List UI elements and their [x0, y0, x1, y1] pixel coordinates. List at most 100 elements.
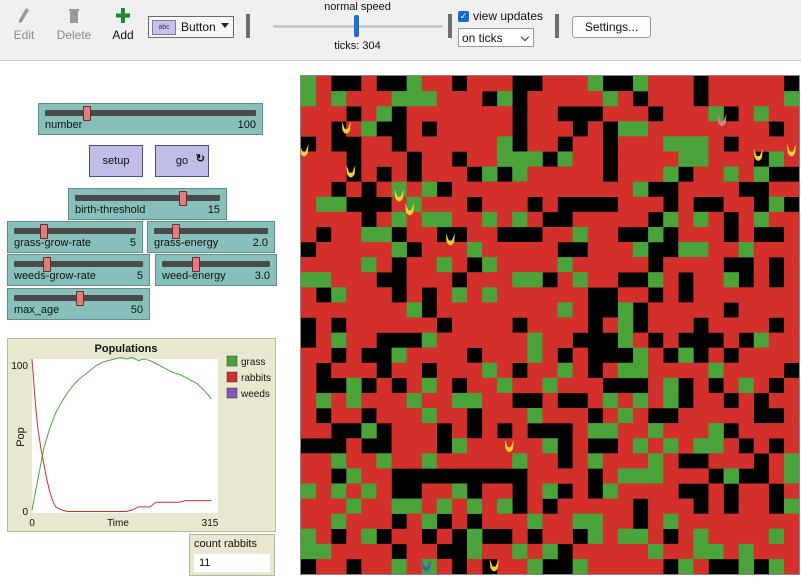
patch: [301, 513, 317, 530]
patch: [783, 468, 800, 484]
patch: [316, 106, 332, 122]
patch: [436, 362, 453, 379]
slider-label: birth-threshold: [75, 204, 146, 216]
widget-type-dropdown[interactable]: abc Button: [148, 16, 234, 38]
patch: [316, 317, 332, 333]
slider-thumb[interactable]: [76, 291, 84, 306]
patch: [633, 332, 649, 348]
patch: [648, 272, 664, 288]
patch: [753, 317, 770, 333]
patch: [768, 392, 785, 409]
patch: [633, 483, 649, 499]
patch: [783, 287, 800, 303]
patch: [738, 498, 755, 514]
patch: [301, 211, 317, 228]
world-view[interactable]: [299, 75, 800, 575]
patch: [768, 423, 785, 439]
setup-button[interactable]: setup: [89, 145, 143, 177]
patch: [693, 136, 709, 152]
slider-thumb[interactable]: [43, 257, 51, 272]
slider-max-age[interactable]: max_age 50: [7, 288, 150, 320]
patch: [376, 468, 392, 484]
delete-button[interactable]: Delete: [54, 6, 94, 42]
settings-button[interactable]: Settings...: [572, 16, 651, 38]
edit-button[interactable]: Edit: [4, 6, 44, 42]
patch: [663, 76, 679, 92]
patch: [783, 438, 800, 454]
slider-weed-energy[interactable]: weed-energy 3.0: [155, 254, 277, 286]
patch: [648, 347, 664, 364]
monitor-label: count rabbits: [194, 538, 257, 550]
patch: [708, 498, 724, 514]
patch: [482, 453, 498, 469]
patch: [436, 392, 453, 409]
patch: [346, 528, 362, 545]
patch: [451, 121, 468, 137]
patch: [451, 106, 468, 122]
patch: [391, 362, 407, 379]
patch: [391, 302, 407, 318]
patch: [451, 423, 468, 439]
view-updates-checkbox[interactable]: ✓ view updates: [458, 9, 543, 23]
add-button[interactable]: Add: [103, 6, 143, 42]
legend-label-weeds: weeds: [240, 389, 270, 400]
slider-number[interactable]: number 100: [38, 103, 263, 135]
patch: [301, 226, 317, 243]
patch: [361, 76, 377, 92]
patch: [331, 498, 347, 514]
patch: [406, 408, 423, 424]
patch: [738, 528, 755, 545]
patch: [572, 423, 589, 439]
patch: [497, 347, 513, 364]
patch: [451, 91, 468, 107]
patch: [346, 377, 362, 394]
patch: [617, 136, 634, 152]
slider-thumb[interactable]: [172, 224, 180, 239]
patch: [482, 302, 498, 318]
patch: [663, 468, 679, 484]
interface-panel: number 100 setup go ↻ birth-threshold 15…: [0, 61, 801, 582]
patch: [421, 166, 438, 182]
patch: [316, 513, 332, 530]
slider-grass-grow-rate[interactable]: grass-grow-rate 5: [7, 221, 143, 253]
patch: [301, 121, 317, 137]
patch: [783, 392, 800, 409]
patch: [708, 302, 724, 318]
slider-thumb[interactable]: [83, 106, 91, 121]
patch: [376, 543, 392, 560]
patch: [648, 392, 664, 409]
slider-birth-threshold[interactable]: birth-threshold 15: [68, 188, 227, 220]
patch: [723, 362, 739, 379]
patch: [301, 166, 317, 182]
patch: [768, 136, 785, 152]
patch: [376, 392, 392, 409]
patch: [512, 347, 528, 364]
patch: [693, 408, 709, 424]
slider-thumb[interactable]: [179, 191, 187, 206]
go-button[interactable]: go ↻: [155, 145, 209, 177]
patch: [663, 362, 679, 379]
patch: [361, 423, 377, 439]
patch: [391, 392, 407, 409]
patch: [497, 196, 513, 213]
patch: [467, 438, 483, 454]
update-mode-dropdown[interactable]: on ticks: [458, 28, 534, 47]
patch: [753, 498, 770, 514]
speed-slider-thumb[interactable]: [354, 15, 359, 37]
slider-weeds-grow-rate[interactable]: weeds-grow-rate 5: [7, 254, 150, 286]
patch: [723, 76, 739, 92]
patch: [361, 257, 377, 273]
patch: [376, 377, 392, 394]
patch: [572, 543, 589, 560]
patch: [738, 287, 755, 303]
slider-value: 5: [129, 237, 136, 249]
slider-thumb[interactable]: [192, 257, 200, 272]
patch: [527, 468, 543, 484]
patch: [663, 377, 679, 394]
patch: [663, 121, 679, 137]
patch: [361, 513, 377, 530]
slider-value: 3.0: [254, 270, 270, 282]
patch: [783, 332, 800, 348]
slider-thumb[interactable]: [40, 224, 48, 239]
slider-grass-energy[interactable]: grass-energy 2.0: [147, 221, 275, 253]
